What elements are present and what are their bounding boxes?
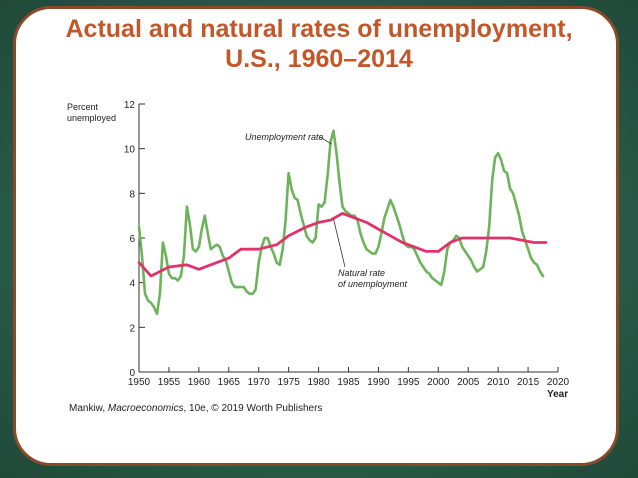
- x-tick-label: 1965: [218, 377, 241, 388]
- credit-book-title: Macroeconomics: [107, 403, 184, 414]
- credit-edition: , 10e, © 2019 Worth Publishers: [183, 403, 323, 414]
- x-tick-label: 2005: [457, 377, 480, 388]
- x-tick-label: 1955: [158, 377, 181, 388]
- natural-rate-label-line1: Natural rate: [338, 268, 385, 278]
- actual-rate-line: [137, 129, 545, 316]
- y-tick-label: 6: [129, 234, 135, 245]
- actual-rate-leader-line: [319, 136, 332, 145]
- x-tick-label: 2020: [547, 377, 570, 388]
- chart-plot-area: [137, 129, 548, 316]
- y-tick-label: 10: [124, 145, 136, 156]
- natural-rate-line: [137, 211, 548, 278]
- y-tick-label: 12: [124, 100, 136, 111]
- y-tick-label: 0: [129, 368, 135, 379]
- y-axis-label-line1: Percent: [67, 102, 99, 112]
- y-tick-label: 4: [129, 279, 135, 290]
- credit-author: Mankiw,: [69, 403, 108, 414]
- natural-rate-leader-line: [333, 218, 346, 268]
- x-tick-label: 2000: [427, 377, 450, 388]
- x-tick-label: 2015: [517, 377, 540, 388]
- natural-rate-label-line2: of unemployment: [338, 279, 408, 289]
- y-tick-label: 2: [129, 323, 135, 334]
- slide-title-line1: Actual and natural rates of unemployment…: [65, 15, 573, 43]
- x-tick-label: 1950: [128, 377, 151, 388]
- x-tick-label: 1980: [307, 377, 330, 388]
- y-tick-label: 8: [129, 189, 135, 200]
- x-tick-label: 2010: [487, 377, 510, 388]
- x-tick-label: 1985: [337, 377, 360, 388]
- y-axis-label-line2: unemployed: [67, 113, 116, 123]
- actual-rate-label: Unemployment rate: [245, 132, 324, 142]
- x-tick-label: 1960: [188, 377, 211, 388]
- chart-axes: 0 2 4 6 8 10 12 1950 1955 1960 1965 1970 1975 1980 198…: [67, 100, 570, 400]
- source-credit: Mankiw, Macroeconomics, 10e, © 2019 Wort…: [69, 403, 322, 414]
- x-axis-label: Year: [547, 389, 568, 400]
- slide-title-line2: U.S., 1960–2014: [225, 45, 413, 73]
- x-tick-label: 1970: [248, 377, 271, 388]
- x-tick-label: 1995: [397, 377, 420, 388]
- x-tick-label: 1990: [367, 377, 390, 388]
- x-tick-label: 1975: [278, 377, 301, 388]
